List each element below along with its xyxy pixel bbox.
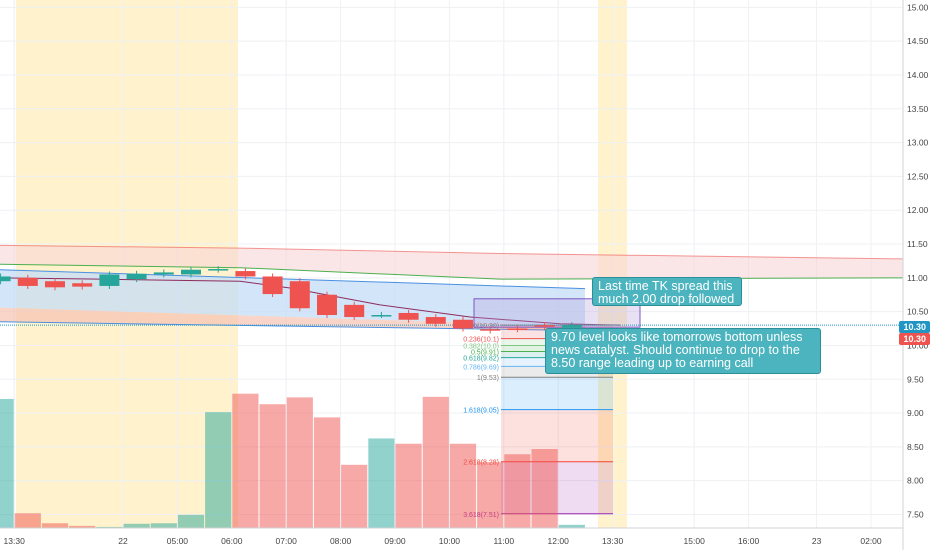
time-tick-label: 15:00 — [684, 536, 706, 546]
candle-body — [17, 277, 38, 286]
time-tick-label: 12:00 — [548, 536, 570, 546]
time-tick-label: 11:00 — [493, 536, 514, 546]
candle-body — [561, 325, 582, 328]
candle-body — [534, 325, 555, 327]
price-tick-label: 12.00 — [907, 205, 929, 215]
candle-body — [480, 329, 501, 331]
time-tick-label: 23 — [812, 536, 822, 546]
price-axis-bg — [903, 0, 932, 550]
price-tick-label: 15.00 — [907, 2, 929, 12]
candle-body — [45, 281, 65, 288]
candle-body — [0, 276, 11, 282]
time-tick-label: 13:30 — [602, 536, 624, 546]
time-tick-label: 05:00 — [167, 536, 189, 546]
candle-body — [398, 312, 419, 320]
price-tick-label: 11.00 — [907, 273, 928, 283]
candle-body — [371, 315, 392, 317]
fib-level-label: 0.5(9.91) — [471, 350, 499, 357]
price-tick-label: 13.50 — [907, 104, 929, 114]
annotation-note-2[interactable]: 9.70 level looks like tomorrows bottom u… — [545, 328, 821, 374]
time-tick-label: 08:00 — [330, 536, 352, 546]
volume-bar — [286, 397, 313, 528]
volume-bar — [96, 526, 123, 528]
time-tick-label: 07:00 — [276, 536, 298, 546]
time-tick-label: 02:00 — [860, 536, 882, 546]
volume-bar — [259, 404, 286, 528]
volume-bar — [531, 449, 558, 528]
volume-bar — [150, 523, 177, 528]
time-tick-label: 09:00 — [384, 536, 406, 546]
price-tick-label: 9.00 — [907, 408, 924, 418]
volume-bar — [14, 513, 41, 528]
candle-body — [126, 273, 147, 280]
fib-level-label: 0.618(9.82) — [463, 356, 499, 363]
fib-level-label: 0.382(10.0) — [463, 343, 499, 350]
price-tick-label: 8.00 — [907, 476, 924, 486]
time-tick-label: 22 — [118, 536, 128, 546]
annotation-note-2-text: 9.70 level looks like tomorrows bottom u… — [551, 330, 803, 370]
annotation-note-1[interactable]: Last time TK spread this much 2.00 drop … — [592, 277, 742, 306]
price-tick-label: 10.50 — [907, 307, 929, 317]
fib-level-label: 1(9.53) — [477, 375, 499, 382]
volume-bar — [41, 523, 69, 528]
volume-bar — [422, 396, 449, 528]
price-tick-label: 8.50 — [907, 442, 924, 452]
annotation-note-1-text: Last time TK spread this much 2.00 drop … — [598, 279, 735, 306]
time-tick-label: 16:00 — [738, 536, 760, 546]
candle-body — [344, 304, 365, 318]
channel-line-bottom — [0, 321, 586, 332]
candle-body — [453, 319, 473, 329]
price-tick-label: 13.00 — [907, 138, 929, 148]
price-tick-label: 14.00 — [907, 70, 929, 80]
price-tick-label: 9.50 — [907, 374, 924, 384]
candle-body — [99, 274, 120, 286]
volume-bar — [205, 412, 232, 528]
fib-level-label: 0.236(10.1) — [463, 337, 499, 344]
volume-bar — [69, 525, 96, 528]
volume-bar — [504, 454, 531, 528]
volume-bar — [177, 514, 205, 528]
candle-body — [507, 328, 528, 331]
candle-body — [289, 281, 310, 309]
fib-level-label: 1.618(9.05) — [463, 408, 499, 415]
price-tick-label: 7.50 — [907, 509, 924, 519]
volume-bar — [368, 438, 395, 528]
time-tick-label: 10:00 — [439, 536, 461, 546]
volume-bar — [0, 398, 14, 528]
cloud-band — [0, 245, 903, 280]
candle-body — [153, 272, 174, 275]
price-tick-label: 14.50 — [907, 36, 929, 46]
volume-bar — [395, 443, 422, 528]
channel-line-top — [0, 269, 586, 290]
volume-bar — [477, 462, 504, 528]
volume-bar — [558, 524, 585, 528]
cloud-line-top — [0, 244, 904, 260]
time-tick-label: 06:00 — [221, 536, 243, 546]
candle-body — [208, 269, 229, 271]
second-price-label: 10.30 — [903, 334, 926, 344]
price-tick-label: 10.00 — [907, 340, 929, 350]
fib-level-label: 0.786(9.69) — [463, 364, 499, 371]
price-tick-label: 12.50 — [907, 171, 929, 181]
time-tick-label: 13:30 — [4, 536, 26, 546]
volume-bar — [232, 393, 259, 528]
current-price-tag: 10.30 — [899, 321, 930, 333]
candle-body — [181, 269, 201, 275]
volume-bar — [123, 523, 150, 528]
candle-body — [262, 276, 283, 295]
fib-zone — [501, 377, 613, 410]
price-tick-label: 11.50 — [907, 239, 928, 249]
volume-bar — [341, 464, 368, 528]
candle-body — [317, 294, 337, 316]
second-price-tag: 10.30 — [899, 333, 930, 345]
fib-level-label: 0(10.30) — [473, 323, 499, 330]
volume-bar — [313, 417, 341, 528]
candle-body — [235, 271, 256, 277]
candle-body — [72, 283, 93, 287]
volume-bar — [449, 443, 477, 528]
candle-body — [425, 317, 446, 324]
current-price-label: 10.30 — [903, 322, 926, 332]
